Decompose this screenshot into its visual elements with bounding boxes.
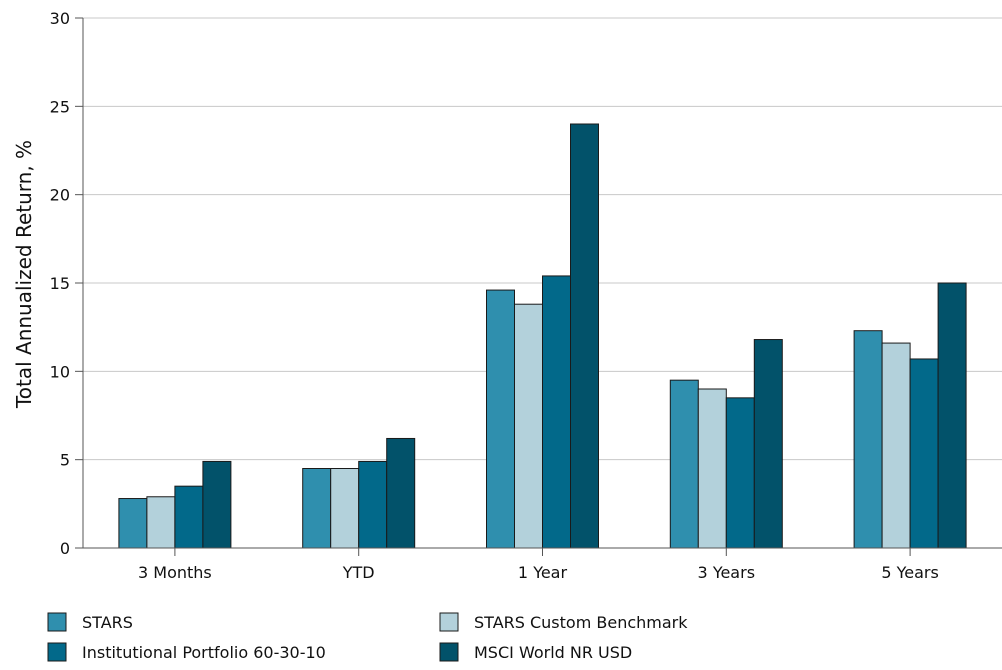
legend-label: Institutional Portfolio 60-30-10	[82, 643, 326, 662]
legend-swatch	[439, 642, 459, 662]
axes: 0 5 10 15 20 25 30 3 Months YTD 1 Year 3 Years 5 Ye…	[50, 9, 1002, 582]
y-tick-label: 10	[50, 362, 70, 381]
bar	[853, 330, 883, 549]
legend-swatch	[439, 612, 459, 632]
bar	[146, 496, 176, 549]
bar	[669, 379, 699, 549]
bar	[514, 303, 543, 549]
bar	[486, 289, 515, 549]
legend-label: STARS	[82, 613, 133, 632]
legend-swatch	[47, 642, 67, 662]
bar	[753, 339, 783, 549]
y-tick-label: 25	[50, 97, 70, 116]
bars	[118, 123, 967, 549]
bar	[725, 397, 755, 549]
bar	[302, 468, 332, 549]
bar	[330, 468, 360, 549]
bar	[881, 342, 911, 549]
y-tick-label: 20	[50, 186, 70, 205]
x-tick-label: YTD	[342, 563, 375, 582]
y-tick-label: 0	[60, 539, 70, 558]
x-tick-label: 3 Years	[698, 563, 755, 582]
bar	[697, 388, 727, 549]
x-tick-label: 1 Year	[518, 563, 568, 582]
x-tick-label: 5 Years	[881, 563, 938, 582]
legend-item: STARS	[47, 612, 133, 632]
bar	[358, 460, 388, 549]
y-tick-label: 5	[60, 451, 70, 470]
bar	[386, 437, 416, 549]
bar	[542, 275, 571, 549]
bar	[937, 282, 967, 549]
legend-swatch	[47, 612, 67, 632]
bar	[202, 460, 232, 549]
x-tick-label: 3 Months	[138, 563, 212, 582]
legend-item: Institutional Portfolio 60-30-10	[47, 642, 326, 662]
legend-item: STARS Custom Benchmark	[439, 612, 688, 632]
y-tick-label: 15	[50, 274, 70, 293]
bar	[909, 358, 939, 549]
legend: STARS STARS Custom Benchmark Institutional…	[47, 612, 688, 662]
bar	[118, 498, 148, 549]
legend-label: MSCI World NR USD	[474, 643, 632, 662]
y-axis-title: Total Annualized Return, %	[12, 140, 36, 409]
legend-label: STARS Custom Benchmark	[474, 613, 688, 632]
legend-item: MSCI World NR USD	[439, 642, 632, 662]
bar	[570, 123, 599, 549]
y-tick-label: 30	[50, 9, 70, 28]
bar	[174, 485, 204, 549]
